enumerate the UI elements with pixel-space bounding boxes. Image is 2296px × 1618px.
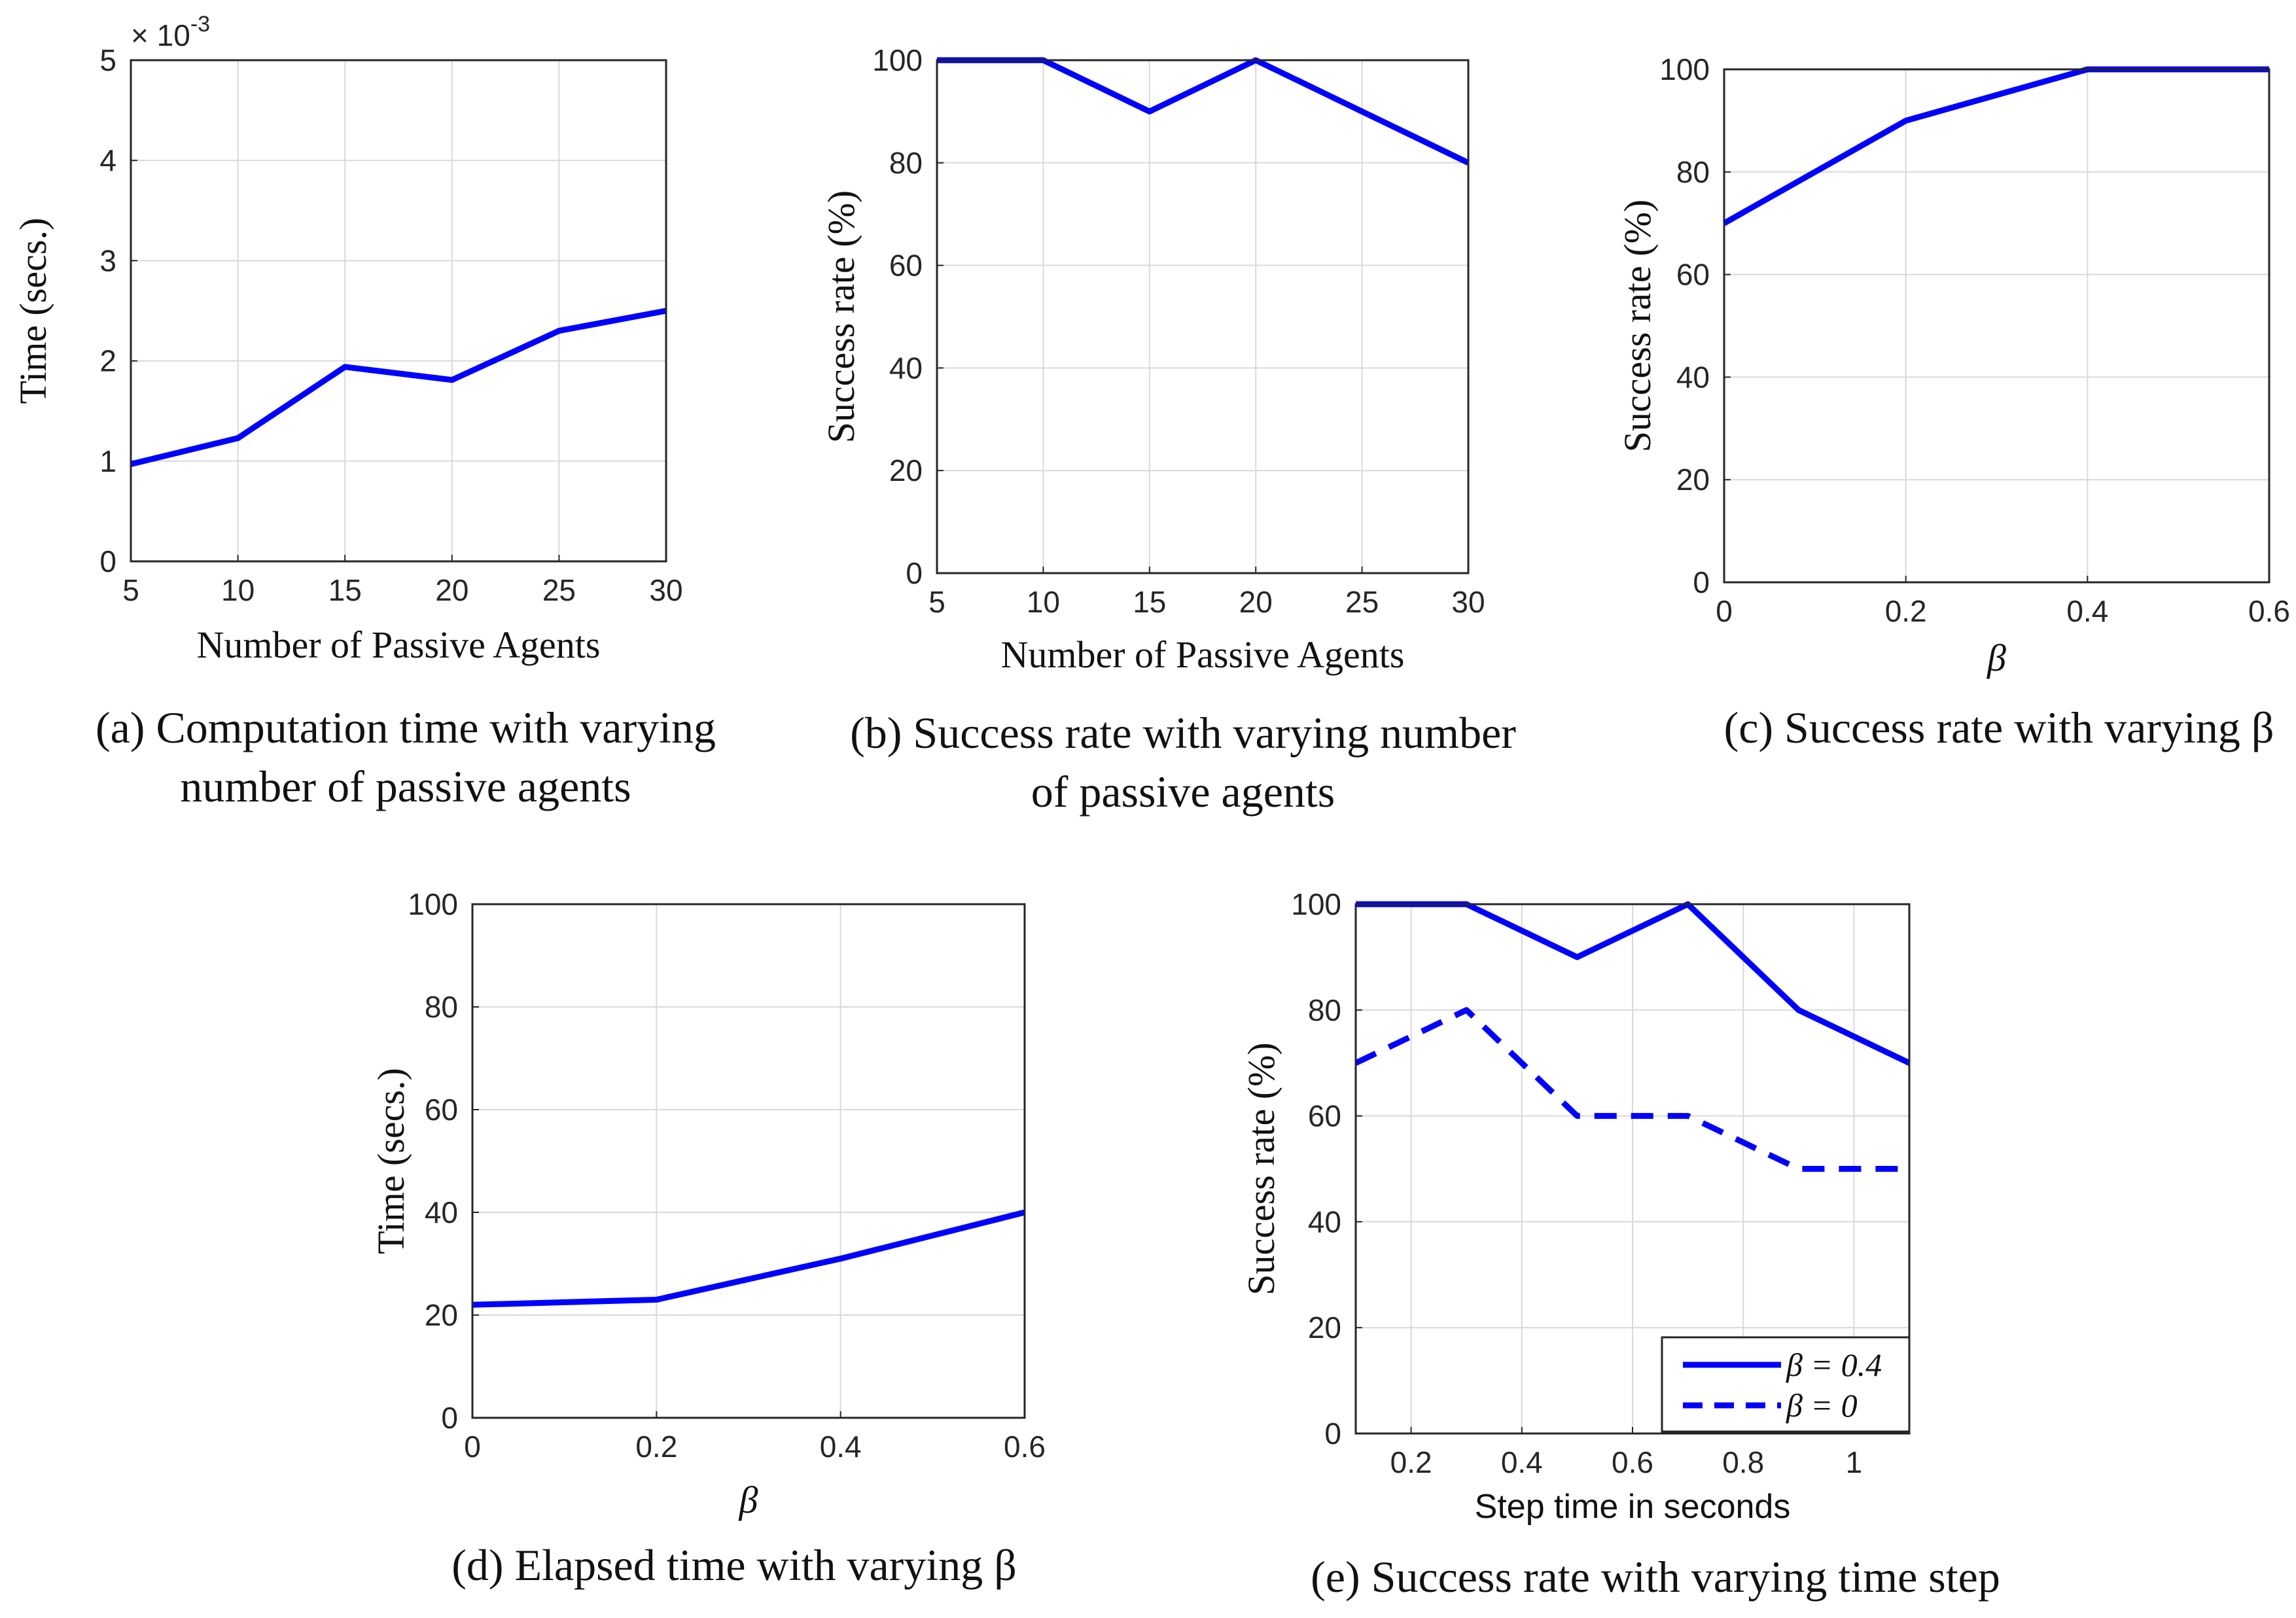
x-tick-label: 10 [221, 573, 255, 607]
y-tick-label: 0 [99, 544, 116, 578]
y-tick-label: 60 [425, 1093, 458, 1127]
y-tick-label: 0 [1693, 565, 1710, 599]
chart-panel-d: 0 0.2 0.4 0.6 0 20 40 60 80 100 Time (secs.) β (d) E… [370, 887, 1046, 1590]
y-tick-label: 20 [1308, 1310, 1341, 1345]
x-tick-label: 5 [928, 585, 945, 619]
y-axis-label: Time (secs.) [370, 1068, 412, 1254]
x-tick-label: 0.4 [2066, 594, 2108, 628]
chart-panel-c: 0 0.2 0.4 0.6 0 20 40 60 80 100 Success rate (%) β (… [1616, 52, 2290, 752]
y-multiplier-base: × 10 [131, 18, 190, 52]
x-tick-label: 15 [328, 573, 362, 607]
y-tick-label: 40 [1308, 1205, 1341, 1239]
plot-area [472, 904, 1025, 1418]
plot-area [937, 60, 1468, 573]
series-line-dashed [1354, 1007, 1909, 1172]
x-tick-label: 0.8 [1722, 1445, 1764, 1479]
y-axis-label: Success rate (%) [820, 190, 862, 444]
x-tick-label: 5 [122, 573, 139, 607]
panel-caption: (c) Success rate with varying β [1724, 703, 2274, 752]
y-axis-label: Success rate (%) [1240, 1042, 1282, 1295]
legend-box [1661, 1336, 1911, 1433]
series-line-solid [130, 308, 667, 467]
y-axis-label: Time (secs.) [12, 218, 54, 404]
x-tick-label: 0.4 [1501, 1445, 1543, 1479]
y-tick-label: 80 [425, 990, 458, 1024]
y-tick-label: 3 [99, 243, 116, 277]
x-tick-label: 30 [1451, 585, 1485, 619]
x-tick-label: 0.4 [820, 1430, 862, 1464]
panel-caption: (b) Success rate with varying number [850, 708, 1516, 758]
x-tick-label: 0.2 [635, 1430, 677, 1464]
y-tick-label: 4 [99, 143, 116, 177]
axes-box [130, 59, 667, 563]
axes-box [471, 903, 1026, 1419]
y-tick-label: 1 [99, 444, 116, 478]
y-tick-label: 60 [889, 249, 923, 283]
y-tick-label: 0 [441, 1401, 458, 1435]
axes-box [1354, 903, 1911, 1435]
y-tick-label: 100 [1659, 52, 1710, 86]
axes-box [1723, 68, 2270, 584]
y-tick-label: 40 [425, 1195, 458, 1229]
x-tick-label: 0 [1716, 594, 1733, 628]
x-tick-label: 25 [1345, 585, 1379, 619]
x-axis-label: β [739, 1479, 758, 1521]
y-tick-label: 80 [889, 146, 923, 180]
y-tick-label: 20 [889, 453, 923, 487]
chart-panel-e: 0.2 0.4 0.6 0.8 1 0 20 40 60 80 100 Success rate (%… [1240, 887, 2000, 1602]
chart-panel-b: 5 10 15 20 25 30 0 20 40 60 80 100 Success rate (%) N… [820, 43, 1516, 817]
x-tick-label: 0.6 [1004, 1430, 1046, 1464]
y-tick-label: 2 [99, 344, 116, 378]
panel-caption: (a) Computation time with varying [96, 703, 716, 752]
x-tick-label: 25 [542, 573, 576, 607]
x-axis-label: Step time in seconds [1475, 1488, 1791, 1526]
y-tick-label: 5 [99, 43, 116, 77]
y-tick-label: 0 [1324, 1416, 1341, 1451]
y-multiplier-exponent: -3 [190, 12, 210, 37]
y-tick-label: 100 [408, 887, 458, 921]
x-tick-label: 0.6 [2248, 594, 2290, 628]
y-tick-label: 80 [1308, 993, 1341, 1027]
y-tick-label: 60 [1676, 258, 1710, 292]
x-tick-label: 20 [435, 573, 468, 607]
y-tick-label: 100 [1291, 887, 1341, 921]
x-axis-label: Number of Passive Agents [1001, 633, 1405, 676]
x-tick-label: 15 [1133, 585, 1166, 619]
x-tick-label: 0.2 [1390, 1445, 1432, 1479]
y-tick-label: 80 [1676, 155, 1710, 189]
y-tick-label: 40 [889, 351, 923, 385]
panel-caption: (e) Success rate with varying time step [1311, 1552, 2000, 1602]
y-tick-label: 60 [1308, 1099, 1341, 1133]
axes-box [936, 59, 1470, 574]
x-tick-label: 1 [1846, 1445, 1863, 1479]
plot-area [131, 60, 666, 561]
y-tick-label: 0 [906, 556, 923, 590]
x-tick-label: 30 [649, 573, 682, 607]
legend-entry: β = 0.4 [1786, 1346, 1882, 1383]
series-line-solid [472, 1209, 1026, 1308]
legend-entry: β = 0 [1786, 1387, 1858, 1424]
x-tick-label: 0.6 [1612, 1445, 1653, 1479]
x-axis-label: β [1987, 637, 2006, 679]
plot-area [1724, 69, 2269, 582]
y-tick-label: 40 [1676, 360, 1710, 394]
panel-caption: number of passive agents [180, 762, 631, 811]
panel-caption: of passive agents [1031, 767, 1335, 817]
x-tick-label: 0.2 [1885, 594, 1927, 628]
y-axis-label: Success rate (%) [1616, 200, 1659, 453]
x-tick-label: 20 [1239, 585, 1273, 619]
y-tick-label: 100 [872, 43, 923, 77]
panel-caption: (d) Elapsed time with varying β [451, 1540, 1017, 1590]
x-axis-label: Number of Passive Agents [197, 624, 601, 666]
y-tick-label: 20 [425, 1298, 458, 1332]
legend: β = 0.4 β = 0 [1661, 1336, 1911, 1433]
x-tick-label: 10 [1027, 585, 1060, 619]
x-tick-label: 0 [464, 1430, 481, 1464]
chart-panel-a: 5 10 15 20 25 30 0 1 2 3 4 5 × 10-3 Time (secs.) Numbe… [12, 12, 716, 811]
y-tick-label: 20 [1676, 463, 1710, 497]
y-axis-multiplier: × 10-3 [131, 12, 210, 52]
